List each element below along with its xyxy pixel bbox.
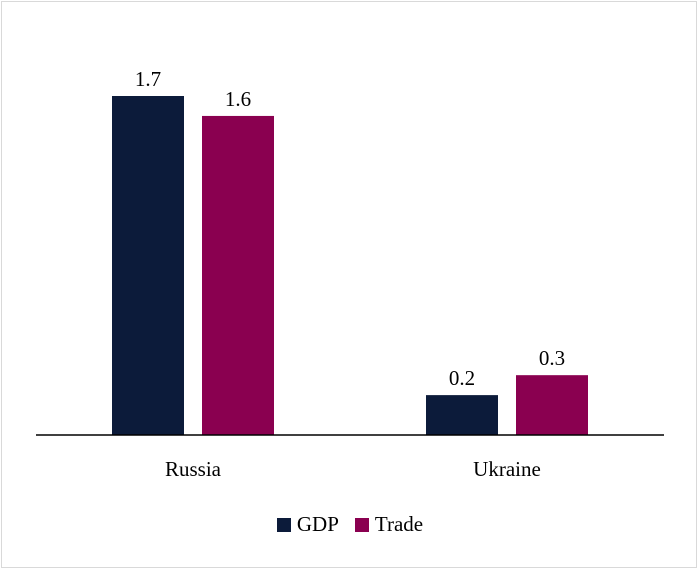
data-label-trade-russia: 1.6 xyxy=(225,87,251,111)
bar-gdp-russia xyxy=(112,96,184,435)
bars-group xyxy=(112,96,588,436)
legend-swatch-gdp xyxy=(276,517,291,532)
category-label-ukraine: Ukraine xyxy=(473,457,541,481)
legend-swatch-trade xyxy=(354,517,369,532)
legend-label-trade: Trade xyxy=(374,512,424,536)
bar-trade-russia xyxy=(202,115,274,436)
legend-item-trade: Trade xyxy=(354,512,424,537)
data-label-gdp-russia: 1.7 xyxy=(135,67,161,91)
legend-item-gdp: GDP xyxy=(276,512,339,537)
bar-trade-ukraine xyxy=(516,375,588,435)
legend: GDP Trade xyxy=(0,512,700,537)
bar-gdp-ukraine xyxy=(426,395,498,435)
category-label-russia: Russia xyxy=(165,457,222,481)
data-label-trade-ukraine: 0.3 xyxy=(539,346,565,370)
data-label-gdp-ukraine: 0.2 xyxy=(449,366,475,390)
legend-label-gdp: GDP xyxy=(296,512,339,536)
chart-plot: 1.7 1.6 Russia 0.2 0.3 Ukraine xyxy=(36,67,664,481)
labels-group: 1.7 1.6 Russia 0.2 0.3 Ukraine xyxy=(135,67,565,481)
